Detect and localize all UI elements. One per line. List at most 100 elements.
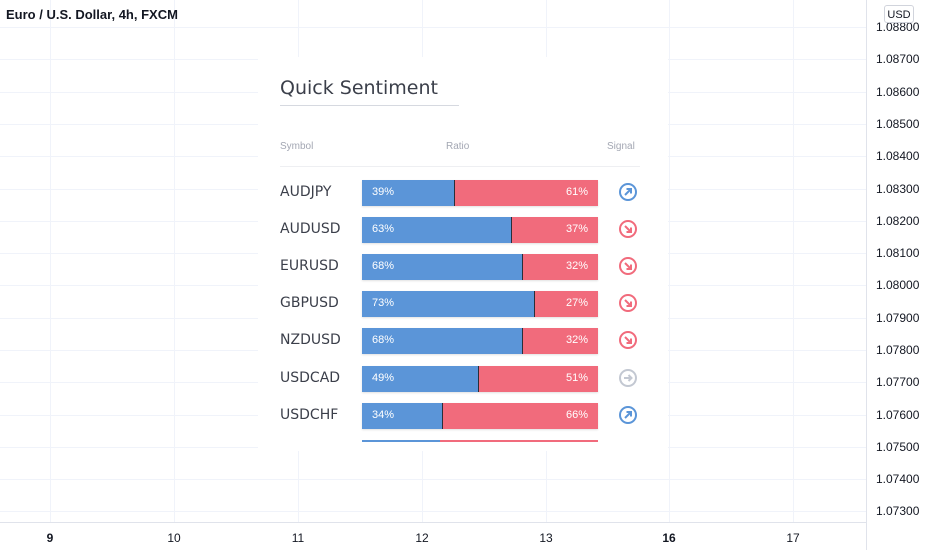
short-percent: 51% <box>565 371 588 384</box>
partial-long-segment <box>362 440 440 442</box>
long-percent: 68% <box>372 260 395 273</box>
sentiment-row-usdcad[interactable]: USDCAD 49% 51% <box>258 365 668 392</box>
long-segment <box>362 180 454 206</box>
arrow-down-right-icon <box>619 257 637 276</box>
ratio-divider <box>454 180 455 206</box>
short-segment <box>442 402 598 429</box>
time-label: 9 <box>46 531 54 545</box>
price-axis[interactable]: 1.08800 1.08700 1.08600 1.08500 1.08400 1.083… <box>866 0 932 550</box>
long-segment <box>362 291 534 318</box>
time-label: 10 <box>167 531 181 545</box>
price-label: 1.08300 <box>876 182 920 196</box>
long-percent: 68% <box>372 334 395 347</box>
chart-title: Euro / U.S. Dollar, 4h, FXCM <box>6 7 178 22</box>
widget-title: Quick Sentiment <box>280 77 438 99</box>
symbol-label: AUDUSD <box>280 221 341 238</box>
symbol-label: USDCHF <box>280 406 339 423</box>
header-ratio: Ratio <box>446 141 470 152</box>
time-label: 11 <box>291 531 305 545</box>
ratio-divider <box>442 402 443 429</box>
ratio-bar: 68% 32% <box>362 254 598 281</box>
ratio-bar: 34% 66% <box>362 402 598 429</box>
long-segment <box>362 328 522 355</box>
short-segment <box>522 254 598 281</box>
ratio-bar: 68% 32% <box>362 328 598 355</box>
short-segment <box>534 291 598 318</box>
title-underline <box>280 105 459 106</box>
arrow-down-right-icon <box>619 220 637 239</box>
short-percent: 27% <box>565 297 588 310</box>
symbol-label: USDCAD <box>280 369 341 386</box>
partial-short-segment <box>439 440 598 442</box>
partial-ratio-bar <box>362 440 598 442</box>
grid-line-vertical <box>793 0 794 522</box>
grid-line-vertical <box>669 0 670 522</box>
grid-line-horizontal <box>0 511 866 512</box>
price-label: 1.08800 <box>876 20 920 34</box>
long-percent: 39% <box>372 186 395 198</box>
symbol-label: EURUSD <box>280 258 339 275</box>
short-segment <box>511 217 598 244</box>
price-label: 1.08200 <box>876 214 920 228</box>
price-label: 1.08000 <box>876 278 920 292</box>
long-percent: 63% <box>372 223 395 236</box>
short-segment <box>478 365 598 392</box>
price-label: 1.07500 <box>876 440 920 454</box>
symbol-label: NZDUSD <box>280 332 341 349</box>
grid-line-vertical <box>174 0 175 522</box>
short-segment <box>522 328 598 355</box>
currency-badge[interactable]: USD <box>884 5 914 23</box>
ratio-divider <box>478 365 479 392</box>
price-label: 1.07700 <box>876 375 920 389</box>
ratio-divider <box>522 328 523 355</box>
header-divider <box>280 166 640 167</box>
long-segment <box>362 402 442 429</box>
sentiment-row-eurusd[interactable]: EURUSD 68% 32% <box>258 254 668 281</box>
price-label: 1.07900 <box>876 311 920 325</box>
price-label: 1.07400 <box>876 472 920 486</box>
header-signal: Signal <box>607 141 635 152</box>
ratio-divider <box>534 291 535 318</box>
sentiment-row-nzdusd[interactable]: NZDUSD 68% 32% <box>258 328 668 355</box>
short-percent: 66% <box>565 408 588 421</box>
arrow-up-right-icon <box>619 183 637 201</box>
ratio-divider <box>511 217 512 244</box>
arrow-right-icon <box>619 368 637 387</box>
short-percent: 37% <box>565 223 588 236</box>
ratio-bar: 63% 37% <box>362 217 598 244</box>
time-label: 16 <box>662 531 676 545</box>
ratio-divider <box>522 254 523 281</box>
symbol-label: AUDJPY <box>280 184 332 200</box>
header-symbol: Symbol <box>280 141 314 152</box>
long-percent: 73% <box>372 297 395 310</box>
time-axis[interactable]: 9 10 11 12 13 16 17 <box>0 522 866 551</box>
arrow-down-right-icon <box>619 331 637 350</box>
arrow-up-right-icon <box>619 405 637 424</box>
sentiment-row-audjpy[interactable]: AUDJPY 39% 61% <box>258 180 668 206</box>
long-percent: 34% <box>372 408 395 421</box>
short-percent: 32% <box>565 334 588 347</box>
grid-line-horizontal <box>0 27 866 28</box>
time-label: 13 <box>539 531 553 545</box>
long-segment <box>362 217 511 244</box>
price-label: 1.08500 <box>876 117 920 131</box>
short-segment <box>454 180 598 206</box>
price-label: 1.08100 <box>876 246 920 260</box>
short-percent: 32% <box>565 260 588 273</box>
price-label: 1.08700 <box>876 52 920 66</box>
long-segment <box>362 254 522 281</box>
sentiment-row-gbpusd[interactable]: GBPUSD 73% 27% <box>258 291 668 318</box>
sentiment-row-audusd[interactable]: AUDUSD 63% 37% <box>258 217 668 244</box>
time-label: 12 <box>415 531 429 545</box>
price-label: 1.08600 <box>876 85 920 99</box>
sentiment-row-usdchf[interactable]: USDCHF 34% 66% <box>258 402 668 429</box>
ratio-bar: 73% 27% <box>362 291 598 318</box>
ratio-bar: 49% 51% <box>362 365 598 392</box>
long-segment <box>362 365 478 392</box>
arrow-down-right-icon <box>619 294 637 313</box>
price-label: 1.07300 <box>876 504 920 518</box>
long-percent: 49% <box>372 371 395 384</box>
ratio-bar: 39% 61% <box>362 180 598 206</box>
grid-line-vertical <box>50 0 51 522</box>
symbol-label: GBPUSD <box>280 295 339 312</box>
